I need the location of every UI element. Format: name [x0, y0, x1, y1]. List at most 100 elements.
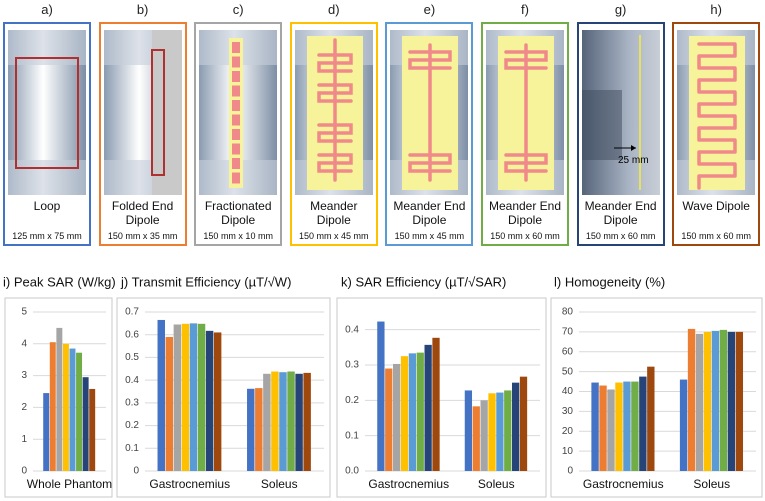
- y-tick-label: 0.1: [125, 443, 139, 454]
- antenna-segment: [232, 158, 241, 169]
- y-tick-label: 0.3: [125, 397, 139, 408]
- bar: [56, 327, 63, 471]
- bar: [247, 388, 255, 471]
- bar: [496, 392, 504, 471]
- panel-letter: g): [614, 2, 627, 17]
- y-tick-label: 0.6: [125, 329, 139, 340]
- bar: [424, 344, 432, 471]
- panel-size: 150 mm x 10 mm: [203, 231, 273, 241]
- panel-letter: e): [423, 2, 436, 17]
- panel-name: Fractionated Dipole: [204, 199, 272, 227]
- y-tick-label: 2: [21, 402, 27, 413]
- y-tick-label: 80: [562, 307, 574, 318]
- panel-name: Meander End Dipole: [488, 199, 562, 227]
- bar: [615, 382, 623, 471]
- panel-size: 150 mm x 60 mm: [490, 231, 560, 241]
- bar: [639, 376, 647, 471]
- x-tick-label: Gastrocnemius: [583, 477, 664, 491]
- chart-title: j) Transmit Efficiency (µT/√W): [120, 274, 291, 289]
- bar: [719, 329, 728, 471]
- y-tick-label: 0: [21, 466, 27, 477]
- bar: [703, 331, 712, 471]
- bar: [432, 337, 440, 471]
- y-tick-label: 0.1: [345, 430, 359, 441]
- y-tick-label: 0.2: [125, 420, 139, 431]
- bar: [631, 381, 639, 471]
- antenna-image: [390, 30, 469, 195]
- y-tick-label: 0.4: [345, 324, 359, 335]
- bar: [687, 328, 696, 471]
- bar: [647, 366, 655, 471]
- panel-letter: h): [710, 2, 722, 17]
- y-tick-label: 50: [562, 366, 574, 377]
- x-tick-label: Soleus: [261, 477, 298, 491]
- antenna-segment: [232, 100, 241, 111]
- bar: [82, 377, 89, 471]
- bar: [607, 389, 615, 471]
- bar: [173, 324, 182, 471]
- annotation: 25 mm: [618, 155, 649, 166]
- phantom-band: [581, 90, 622, 160]
- antenna-image: [486, 30, 564, 195]
- bar: [416, 352, 424, 471]
- y-tick-label: 0.0: [345, 466, 359, 477]
- panel-name: Wave Dipole: [682, 199, 750, 213]
- phantom-bottom: [8, 160, 86, 195]
- antenna-image: [199, 30, 278, 195]
- bar: [271, 371, 279, 471]
- bar: [62, 343, 69, 471]
- bar: [695, 333, 704, 471]
- x-tick-label: Soleus: [478, 477, 515, 491]
- bar: [488, 393, 496, 471]
- bar: [512, 382, 520, 471]
- y-tick-label: 10: [562, 446, 574, 457]
- panel-letter: c): [232, 2, 244, 17]
- y-tick-label: 70: [562, 327, 574, 338]
- panel-letter: b): [136, 2, 149, 17]
- bar: [591, 382, 599, 471]
- panel-name: Folded End Dipole: [111, 199, 174, 227]
- bar: [735, 331, 744, 471]
- y-tick-label: 0.5: [125, 352, 139, 363]
- bar: [393, 363, 401, 471]
- panel-size: 150 mm x 60 mm: [681, 231, 751, 241]
- bar: [599, 385, 607, 471]
- bar: [472, 406, 480, 471]
- panel-name: Meander End Dipole: [584, 199, 657, 227]
- antenna-segment: [232, 172, 241, 184]
- y-tick-label: 5: [21, 307, 27, 318]
- x-tick-label: Soleus: [693, 477, 730, 491]
- bar: [89, 388, 96, 471]
- bar: [43, 393, 50, 471]
- bar: [279, 372, 287, 471]
- bar: [711, 330, 720, 471]
- panel-letter: f): [521, 2, 529, 17]
- panel-letter: a): [41, 2, 53, 17]
- panel: 25 mm Meander End Dipole 150 mm x 60 mm: [576, 22, 665, 246]
- panel-size: 150 mm x 45 mm: [299, 231, 369, 241]
- panel-size: 150 mm x 60 mm: [585, 231, 656, 241]
- antenna: [697, 42, 737, 190]
- bar: [205, 330, 214, 471]
- substrate: [151, 30, 182, 195]
- bar: [295, 373, 303, 471]
- bar: [519, 376, 528, 471]
- bar: [623, 381, 631, 471]
- antenna: [15, 57, 79, 169]
- y-tick-label: 0.7: [125, 307, 139, 318]
- antenna-segment: [232, 143, 241, 155]
- panel: Loop 125 mm x 75 mm: [3, 22, 91, 246]
- panel: Wave Dipole 150 mm x 60 mm: [672, 22, 761, 246]
- bar: [408, 353, 417, 471]
- y-tick-label: 3: [21, 370, 27, 381]
- antenna-image: 25 mm: [581, 30, 660, 195]
- bar: [400, 356, 409, 471]
- panel: Meander Dipole 150 mm x 45 mm: [289, 22, 378, 246]
- arrow-head: [630, 145, 636, 151]
- panel-name: Meander Dipole: [310, 199, 358, 227]
- antenna-image: [677, 30, 756, 195]
- panel-size: 150 mm x 45 mm: [394, 231, 465, 241]
- antenna-segment: [232, 71, 241, 82]
- panel-size: 125 mm x 75 mm: [12, 231, 82, 241]
